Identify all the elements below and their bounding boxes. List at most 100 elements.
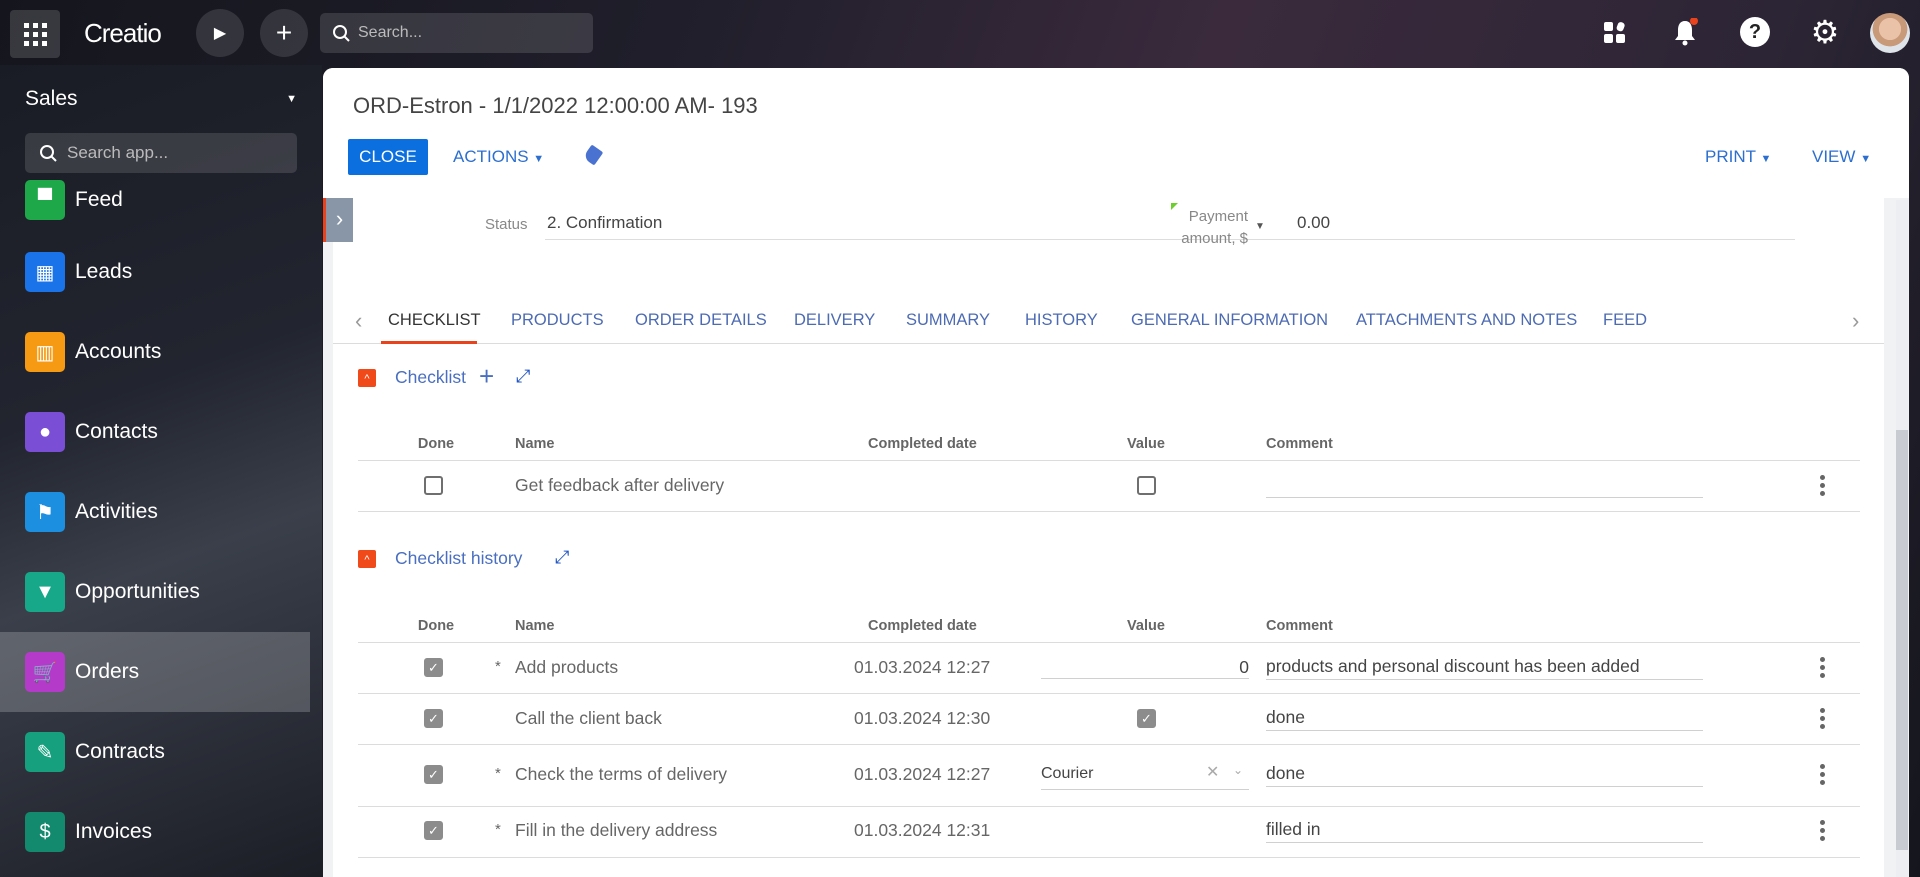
- tab-history[interactable]: HISTORY: [1025, 311, 1098, 329]
- done-checkbox[interactable]: [424, 476, 443, 495]
- column-header-name[interactable]: Name: [515, 436, 555, 452]
- row-name: Fill in the delivery address: [515, 820, 718, 840]
- more-options-icon[interactable]: [1820, 475, 1826, 499]
- value-checkbox[interactable]: ✓: [1137, 709, 1156, 728]
- print-menu-button[interactable]: PRINT ▼: [1705, 147, 1771, 167]
- row-divider: [358, 806, 1860, 807]
- row-divider: [358, 744, 1860, 745]
- apps-icon[interactable]: [1600, 18, 1630, 48]
- view-menu-button[interactable]: VIEW ▼: [1812, 147, 1871, 167]
- global-search[interactable]: Search...: [320, 13, 593, 53]
- tab-feed[interactable]: FEED: [1603, 311, 1648, 329]
- close-button[interactable]: CLOSE: [348, 139, 428, 175]
- more-options-icon[interactable]: [1820, 820, 1826, 844]
- contacts-icon: ●: [25, 412, 65, 452]
- search-input[interactable]: Search...: [358, 24, 423, 41]
- sidebar-item-feed[interactable]: ▀ Feed: [0, 160, 310, 240]
- caret-down-icon: ▼: [286, 93, 297, 105]
- leads-icon: ▦: [25, 252, 65, 292]
- comment-underline: [1266, 842, 1703, 843]
- row-comment[interactable]: done: [1266, 763, 1305, 783]
- value-number-field[interactable]: 0: [1239, 657, 1249, 677]
- run-process-button[interactable]: ▶: [196, 9, 244, 57]
- add-checklist-item-icon[interactable]: +: [479, 361, 495, 391]
- checklist-collapse-icon[interactable]: ^: [358, 369, 376, 387]
- column-header-completed-date[interactable]: Completed date: [868, 618, 977, 634]
- history-collapse-icon[interactable]: ^: [358, 550, 376, 568]
- sidebar-item-label: Contacts: [75, 420, 158, 443]
- required-marker-icon: [1171, 203, 1178, 210]
- expand-icon[interactable]: ⤢: [555, 547, 570, 567]
- column-header-value[interactable]: Value: [1127, 618, 1165, 634]
- checklist-title[interactable]: Checklist: [395, 367, 466, 387]
- done-checkbox[interactable]: ✓: [424, 709, 443, 728]
- vertical-scrollbar[interactable]: [1896, 200, 1908, 877]
- tab-general-information[interactable]: GENERAL INFORMATION: [1131, 311, 1329, 329]
- column-header-name[interactable]: Name: [515, 618, 555, 634]
- help-icon[interactable]: ?: [1740, 17, 1770, 47]
- tab-attachments-and-notes[interactable]: ATTACHMENTS AND NOTES: [1356, 311, 1578, 329]
- more-options-icon[interactable]: [1820, 708, 1826, 732]
- user-avatar[interactable]: [1870, 13, 1910, 53]
- sidebar-item-opportunities[interactable]: ▼ Opportunities: [0, 552, 310, 632]
- column-header-comment[interactable]: Comment: [1266, 436, 1333, 452]
- row-completed-date: 01.03.2024 12:30: [854, 708, 991, 728]
- done-checkbox[interactable]: ✓: [424, 765, 443, 784]
- row-comment[interactable]: products and personal discount has been …: [1266, 656, 1640, 676]
- tab-products[interactable]: PRODUCTS: [511, 311, 604, 329]
- sidebar-item-contracts[interactable]: ✎ Contracts: [0, 712, 310, 792]
- app-search[interactable]: Search app...: [25, 133, 297, 173]
- payment-amount-field[interactable]: 0.00: [1297, 213, 1331, 232]
- actions-menu-button[interactable]: ACTIONS ▼: [453, 147, 544, 167]
- sidebar-item-orders[interactable]: 🛒 Orders: [0, 632, 310, 712]
- sidebar-item-contacts[interactable]: ● Contacts: [0, 392, 310, 472]
- value-checkbox[interactable]: [1137, 476, 1156, 495]
- status-field[interactable]: 2. Confirmation: [547, 213, 663, 232]
- tab-order-details[interactable]: ORDER DETAILS: [635, 311, 767, 329]
- app-search-input[interactable]: Search app...: [67, 143, 169, 162]
- value-underline: [1041, 678, 1249, 679]
- done-checkbox[interactable]: ✓: [424, 658, 443, 677]
- add-button[interactable]: +: [260, 9, 308, 57]
- sidebar-item-leads[interactable]: ▦ Leads: [0, 232, 310, 312]
- sidebar-item-label: Feed: [75, 188, 123, 211]
- column-header-done[interactable]: Done: [417, 618, 455, 634]
- tabs-scroll-right-icon[interactable]: ›: [1852, 308, 1860, 333]
- column-header-value[interactable]: Value: [1127, 436, 1165, 452]
- more-options-icon[interactable]: [1820, 764, 1826, 788]
- done-checkbox[interactable]: ✓: [424, 821, 443, 840]
- required-asterisk: *: [495, 821, 501, 838]
- tab-delivery[interactable]: DELIVERY: [794, 311, 876, 329]
- expand-icon[interactable]: ⤢: [516, 366, 531, 386]
- accounts-icon: ▥: [25, 332, 65, 372]
- column-header-completed-date[interactable]: Completed date: [868, 436, 977, 452]
- active-tab-indicator: [381, 341, 477, 344]
- app-menu-button[interactable]: [10, 10, 60, 58]
- more-options-icon[interactable]: [1820, 657, 1826, 681]
- comment-underline: [1266, 786, 1703, 787]
- tab-checklist[interactable]: CHECKLIST: [388, 311, 481, 329]
- row-divider: [358, 693, 1860, 694]
- currency-dropdown-caret-icon[interactable]: ▼: [1255, 221, 1265, 232]
- chevron-down-icon[interactable]: ⌄: [1233, 763, 1244, 777]
- bell-icon[interactable]: [1670, 17, 1700, 49]
- tab-summary[interactable]: SUMMARY: [906, 311, 991, 329]
- clear-icon[interactable]: ✕: [1206, 764, 1220, 781]
- checklist-history-title[interactable]: Checklist history: [395, 548, 523, 568]
- column-header-comment[interactable]: Comment: [1266, 618, 1333, 634]
- caret-down-icon: ▼: [1760, 153, 1772, 165]
- row-completed-date: 01.03.2024 12:31: [854, 820, 991, 840]
- comment-underline: [1266, 679, 1703, 680]
- tag-icon[interactable]: [582, 144, 604, 166]
- workspace-selector[interactable]: Sales ▼: [25, 87, 297, 111]
- column-header-done[interactable]: Done: [417, 436, 455, 452]
- value-lookup-field[interactable]: Courier: [1041, 765, 1094, 782]
- settings-gear-icon[interactable]: ⚙: [1810, 14, 1840, 50]
- sidebar-item-accounts[interactable]: ▥ Accounts: [0, 312, 310, 392]
- sidebar-item-invoices[interactable]: $ Invoices: [0, 792, 310, 872]
- tabs-scroll-left-icon[interactable]: ‹: [355, 308, 363, 333]
- side-panel-toggle[interactable]: ›: [323, 198, 353, 242]
- sidebar-item-activities[interactable]: ⚑ Activities: [0, 472, 310, 552]
- row-comment[interactable]: done: [1266, 707, 1305, 727]
- row-comment[interactable]: filled in: [1266, 819, 1321, 839]
